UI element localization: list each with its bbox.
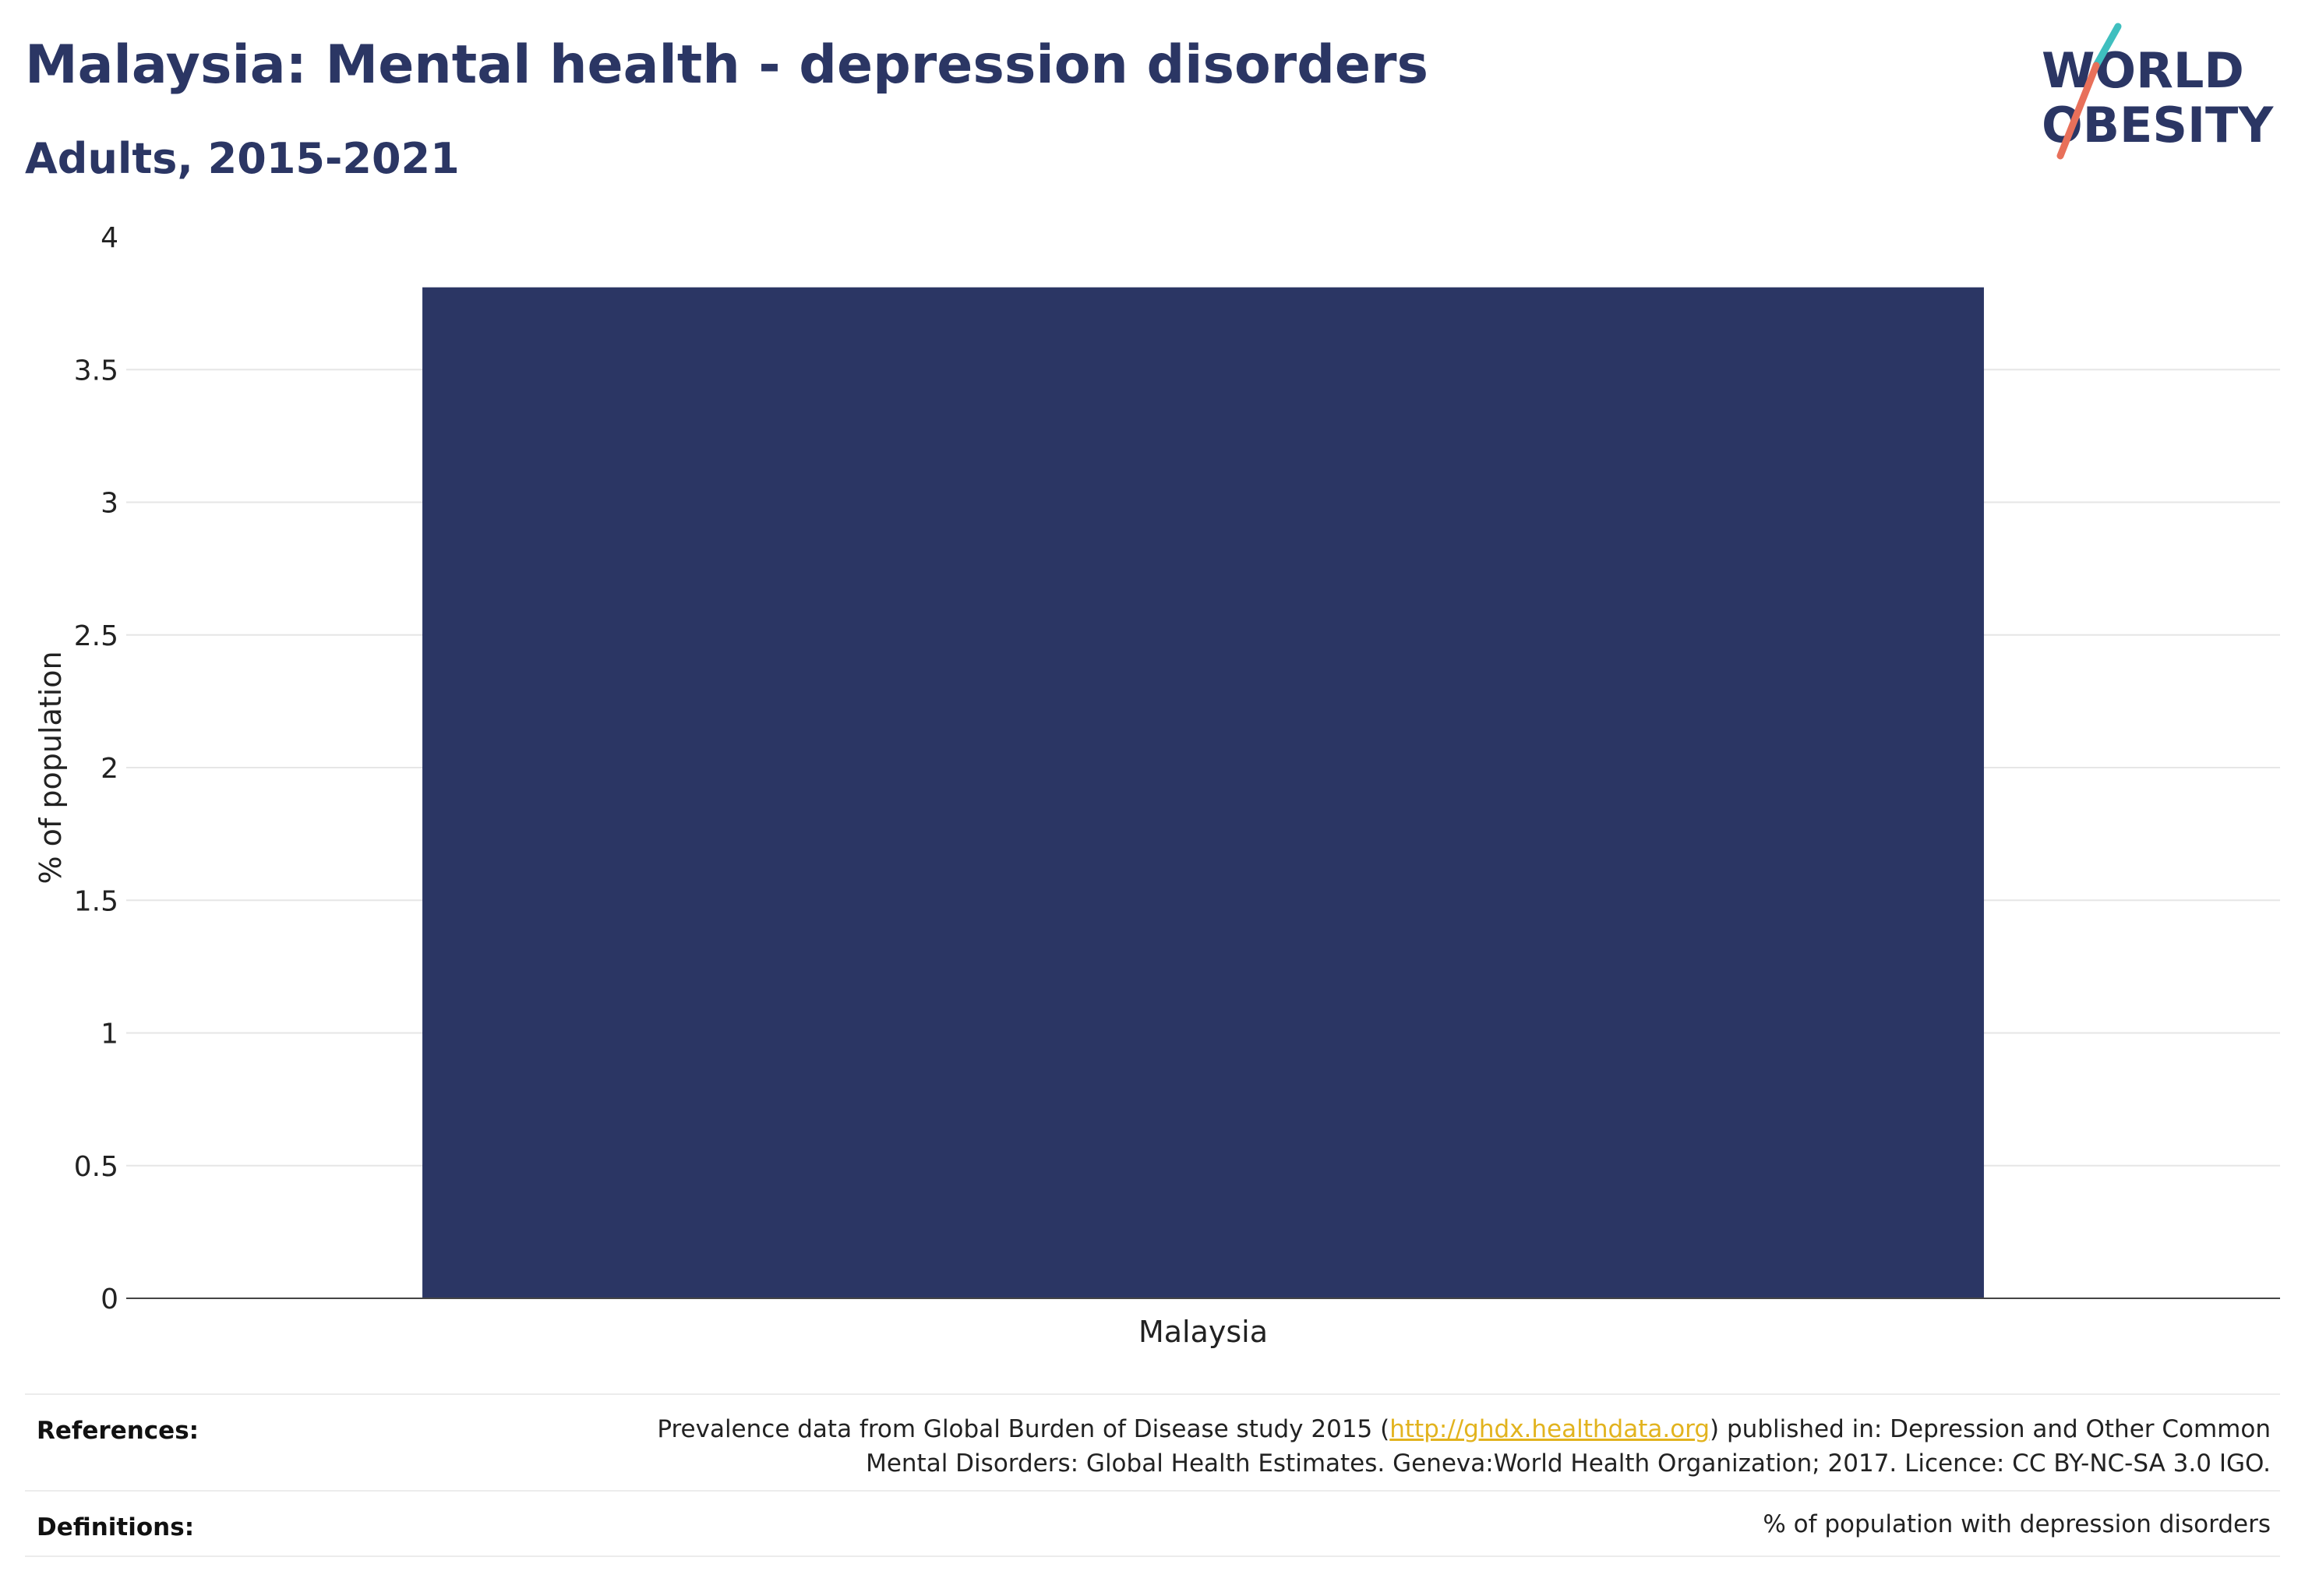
y-axis-label: % of population [34,651,68,884]
y-tick-label: 1 [101,1019,118,1050]
definitions-text: % of population with depression disorder… [1763,1510,2271,1538]
references-text-part1: Prevalence data from Global Burden of Di… [657,1415,1390,1443]
definitions-label: Definitions: [37,1513,195,1541]
y-tick-label: 3 [101,488,118,520]
x-tick-label: Malaysia [1138,1315,1268,1349]
references-text-line2: Mental Disorders: Global Health Estimate… [866,1449,2271,1478]
logo-line1: WORLD [2042,42,2244,99]
world-obesity-logo: WORLD OBESITY [2026,19,2291,175]
bar-chart: 0 0.5 1 1.5 2 2.5 3 3.5 4 Malaysia % of populati… [34,222,2280,1349]
y-tick-label: 3.5 [74,355,118,387]
references-label: References: [37,1417,199,1445]
y-tick-label: 2.5 [74,620,118,652]
logo-slash-coral [2056,62,2100,160]
y-tick-labels: 0 0.5 1 1.5 2 2.5 3 3.5 4 [74,222,118,1315]
y-tick-label: 2 [101,753,118,785]
bar [422,287,1984,1298]
bars [422,287,1984,1298]
references-link[interactable]: http://ghdx.healthdata.org [1389,1415,1710,1443]
footer-divider-bottom [25,1555,2280,1557]
footer-divider-middle [25,1490,2280,1492]
footer-divider-top [25,1393,2280,1395]
x-tick-labels: Malaysia [1138,1315,1268,1349]
page-subtitle: Adults, 2015-2021 [25,134,460,183]
y-tick-label: 0.5 [74,1151,118,1183]
y-tick-label: 4 [101,222,118,254]
y-tick-label: 0 [101,1284,118,1315]
page-title: Malaysia: Mental health - depression dis… [25,34,1429,96]
references-text: Prevalence data from Global Burden of Di… [478,1412,2271,1481]
y-tick-label: 1.5 [74,885,118,917]
logo-slash-teal [2092,23,2122,69]
references-text-part2: ) published in: Depression and Other Com… [1710,1415,2271,1443]
